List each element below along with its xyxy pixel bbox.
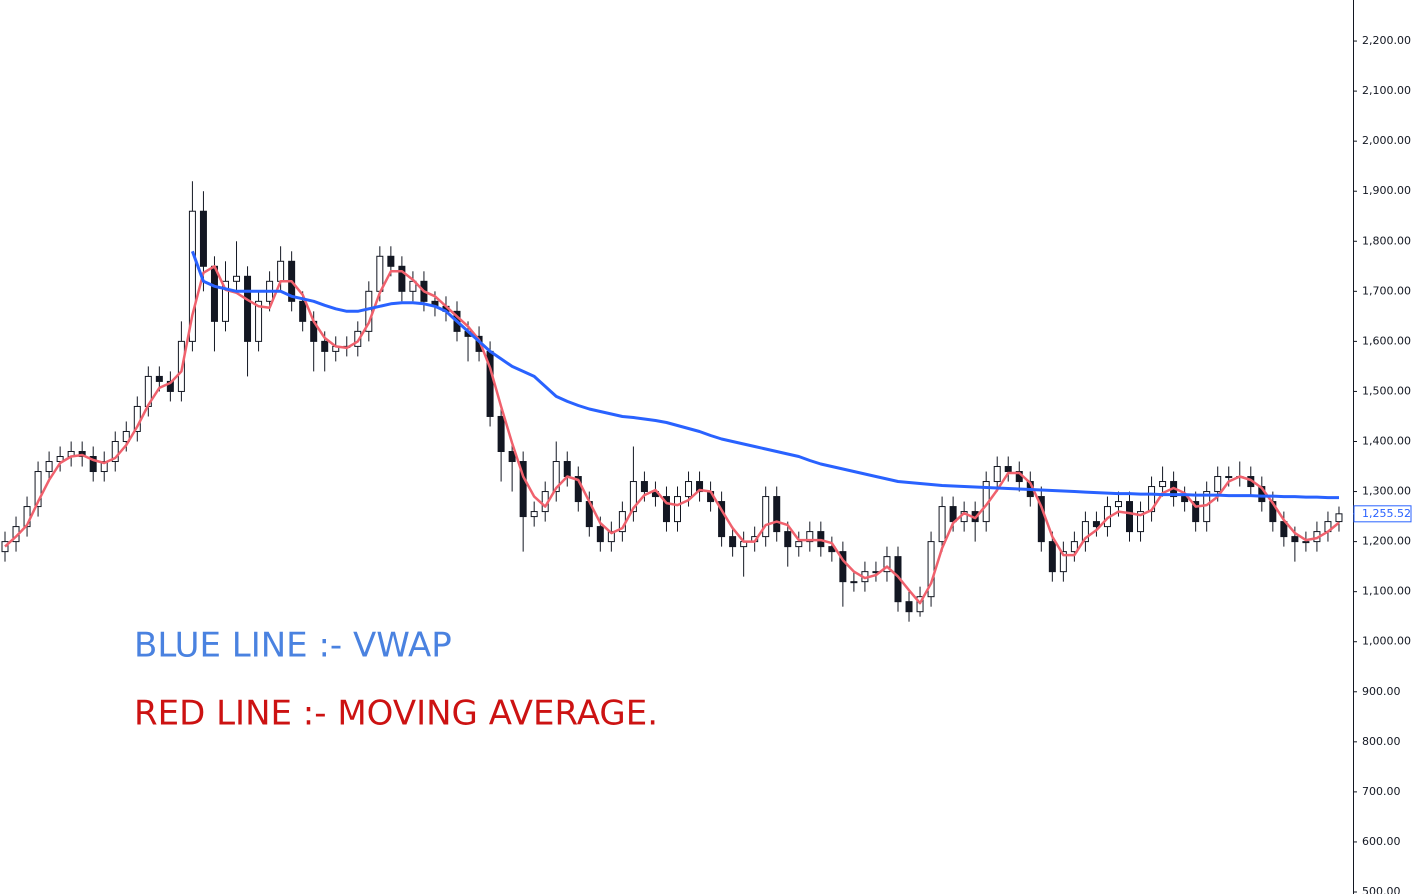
candle-body	[993, 466, 1001, 483]
candle-body	[299, 300, 307, 322]
candle-body	[574, 476, 582, 503]
candle-body	[850, 581, 858, 584]
candle-body	[795, 541, 803, 548]
candle-body	[938, 506, 946, 543]
y-tick-label: 600.00	[1362, 835, 1401, 848]
candle-body	[1181, 496, 1189, 503]
candle-body	[89, 456, 97, 473]
candle-body	[1137, 511, 1145, 533]
candles	[1, 181, 1343, 622]
candle-body	[34, 471, 42, 508]
candle-body	[1159, 481, 1167, 488]
candle-body	[387, 255, 395, 267]
candle-body	[1048, 541, 1056, 573]
candle-body	[199, 210, 207, 267]
candle-body	[244, 275, 252, 342]
y-tick-label: 2,200.00	[1362, 34, 1411, 47]
candle-body	[718, 501, 726, 538]
y-tick-label: 1,300.00	[1362, 485, 1411, 498]
y-tick-label: 1,600.00	[1362, 334, 1411, 347]
y-tick-label: 2,000.00	[1362, 134, 1411, 147]
candle-body	[255, 300, 263, 342]
candle-body	[784, 531, 792, 548]
candle-body	[563, 461, 571, 478]
candle-body	[1, 541, 9, 553]
candle-body	[762, 496, 770, 538]
y-tick-label: 700.00	[1362, 785, 1401, 798]
y-tick-label: 1,400.00	[1362, 434, 1411, 447]
candle-body	[233, 275, 241, 282]
candle-body	[111, 440, 119, 463]
candle-body	[1148, 486, 1156, 513]
candle-body	[398, 265, 406, 292]
annotation: BLUE LINE :- VWAP	[134, 626, 452, 666]
candle-body	[508, 451, 516, 463]
candle-body	[806, 531, 814, 543]
candle-body	[927, 541, 935, 598]
y-tick-label: 1,800.00	[1362, 234, 1411, 247]
candle-body	[277, 260, 285, 282]
candle-body	[552, 461, 560, 493]
candle-body	[56, 456, 64, 463]
candle-body	[321, 340, 329, 352]
last-price-box	[1353, 505, 1412, 523]
candle-body	[1081, 521, 1089, 543]
candle-body	[45, 461, 53, 473]
candle-body	[1225, 476, 1233, 479]
candle-body	[1092, 521, 1100, 528]
candle-body	[1114, 501, 1122, 508]
candle-body	[519, 461, 527, 518]
y-tick-label: 500.00	[1362, 885, 1401, 894]
y-tick-label: 1,100.00	[1362, 585, 1411, 598]
candle-body	[210, 265, 218, 322]
candle-body	[188, 210, 196, 342]
candle-body	[530, 511, 538, 518]
y-tick-label: 1,000.00	[1362, 635, 1411, 648]
candle-body	[839, 551, 847, 583]
candle-body	[905, 601, 913, 613]
candle-body	[674, 496, 681, 523]
y-tick-label: 1,500.00	[1362, 384, 1411, 397]
candle-body	[596, 526, 604, 543]
indicator-line	[4, 265, 1340, 605]
candle-body	[100, 461, 108, 473]
candle-body	[773, 496, 781, 533]
candle-body	[662, 496, 670, 523]
y-tick-label: 900.00	[1362, 685, 1401, 698]
candle-body	[1214, 476, 1222, 493]
candle-body	[1037, 496, 1045, 543]
annotation: RED LINE :- MOVING AVERAGE.	[134, 694, 658, 734]
candle-body	[221, 280, 229, 322]
candle-body	[1291, 536, 1299, 543]
last-price-label: 1,255.52	[1362, 507, 1411, 520]
candle-body	[1059, 551, 1067, 573]
candle-body	[122, 430, 130, 442]
candle-body	[1335, 513, 1343, 523]
candle-body	[883, 556, 891, 573]
candle-body	[354, 330, 362, 347]
indicator-line	[190, 250, 1339, 500]
candle-body	[497, 415, 505, 453]
y-tick-label: 800.00	[1362, 735, 1401, 748]
candle-body	[629, 481, 637, 513]
candle-body	[155, 375, 163, 382]
candle-body	[685, 481, 693, 498]
candle-body	[1070, 541, 1078, 553]
candle-body	[1126, 501, 1134, 533]
candle-body	[1192, 501, 1200, 523]
y-tick-label: 2,100.00	[1362, 84, 1411, 97]
candle-body	[949, 506, 957, 523]
candle-body	[1004, 466, 1012, 473]
candle-body	[640, 481, 648, 493]
candle-body	[729, 536, 737, 548]
y-tick-label: 1,900.00	[1362, 184, 1411, 197]
candle-body	[1302, 541, 1310, 544]
y-tick-label: 1,700.00	[1362, 284, 1411, 297]
y-tick-label: 1,200.00	[1362, 535, 1411, 548]
